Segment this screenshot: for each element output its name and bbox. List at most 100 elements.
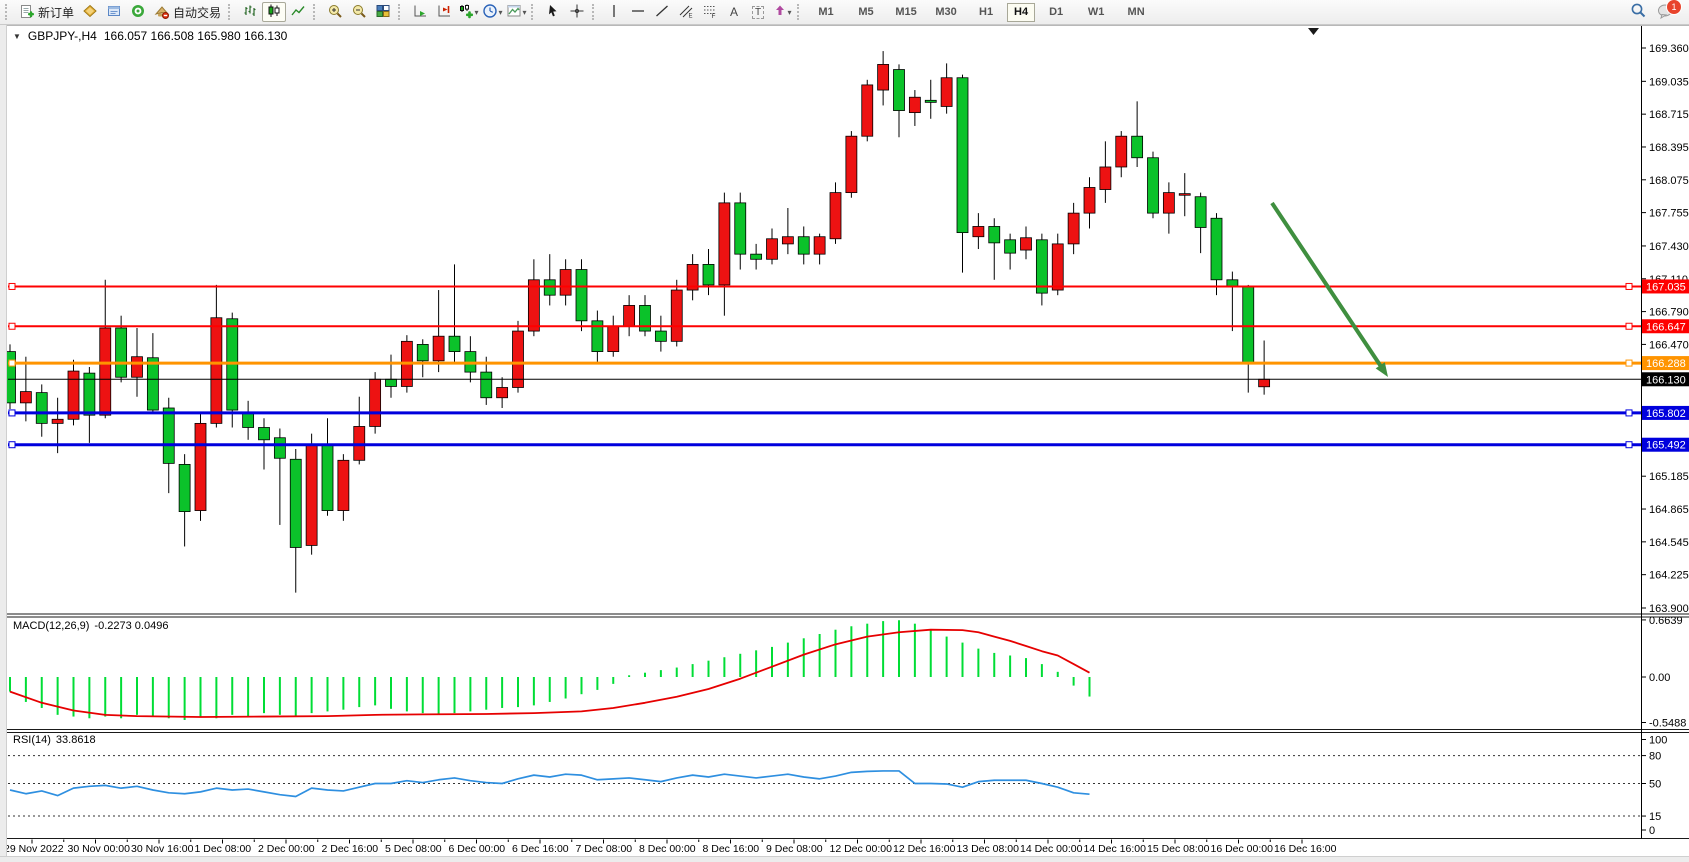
auto-trading-icon (154, 4, 170, 20)
candle-body (797, 236, 810, 255)
candle-body (19, 391, 32, 404)
auto-scroll-button[interactable] (408, 2, 432, 22)
candle-body (1035, 239, 1048, 294)
chart-menu-caret-icon[interactable]: ▼ (13, 31, 21, 41)
timeframe-M1[interactable]: M1 (818, 6, 834, 18)
timeframe-M5[interactable]: M5 (858, 6, 874, 18)
fibonacci-button[interactable]: F (698, 2, 722, 22)
hline-marker[interactable] (8, 409, 16, 417)
templates-button[interactable]: ▾ (504, 2, 528, 22)
chart-shift-button[interactable] (432, 2, 456, 22)
horizontal-line-button[interactable] (626, 2, 650, 22)
price-flag-label: 165.492 (1646, 440, 1686, 452)
time-label: 30 Nov 00:00 (68, 843, 131, 855)
new-order-button[interactable]: 新订单 (15, 2, 78, 22)
arrows-button[interactable]: ▾ (770, 2, 794, 22)
rsi-pane[interactable] (8, 755, 1641, 817)
macd-pane[interactable] (9, 620, 1091, 720)
search-icon[interactable] (1630, 2, 1647, 22)
notifications-button[interactable]: 1 (1657, 0, 1682, 22)
candle-body (639, 305, 651, 332)
price-flag (1642, 405, 1689, 420)
vertical-line-button[interactable] (602, 2, 626, 22)
candle-body (956, 77, 969, 234)
macd-tick-label: 0.00 (1649, 672, 1670, 684)
crosshair-icon (569, 3, 585, 22)
time-label: 16 Dec 00:00 (1211, 843, 1274, 855)
zoom-in-icon (327, 3, 343, 22)
timeframe-H4[interactable]: H4 (1007, 2, 1036, 22)
new-chart-button[interactable]: ▾ (456, 2, 480, 22)
trend-arrow[interactable] (1270, 201, 1385, 371)
time-label: 6 Dec 00:00 (449, 843, 506, 855)
chevron-down-icon: ▾ (787, 7, 792, 17)
periods-button[interactable]: ▾ (480, 2, 504, 22)
zoom-in-button[interactable] (323, 2, 347, 22)
macd-label-row: MACD(12,26,9) -0.2273 0.0496 (13, 620, 168, 632)
candle-body (766, 238, 778, 260)
market-watch-button[interactable] (78, 2, 102, 22)
auto-trading-button[interactable]: 自动交易 (150, 2, 225, 22)
candle-body (670, 289, 683, 342)
candle-body (337, 459, 350, 511)
price-tick-label: 167.755 (1649, 208, 1689, 220)
trendline-button[interactable] (650, 2, 674, 22)
time-label: 9 Dec 08:00 (766, 843, 823, 855)
candle-body (1083, 187, 1096, 214)
hline-marker[interactable] (1625, 409, 1633, 417)
candle-body (1131, 135, 1144, 159)
time-label: 6 Dec 16:00 (512, 843, 569, 855)
toolbar-grip (531, 4, 537, 20)
candlestick-chart-button[interactable] (262, 2, 287, 22)
timeframe-M15[interactable]: M15 (895, 6, 917, 18)
candle-body (877, 64, 890, 91)
fibonacci-icon: F (702, 3, 718, 22)
tile-windows-button[interactable] (371, 2, 395, 22)
candle-body (781, 236, 794, 245)
text-label-button[interactable]: T (746, 2, 770, 22)
candle-body (623, 305, 636, 327)
rsi-tick-label: 80 (1649, 751, 1661, 763)
text-button[interactable]: A (722, 2, 746, 22)
timeframe-M30[interactable]: M30 (935, 6, 957, 18)
timeframe-D1[interactable]: D1 (1049, 6, 1064, 18)
hline-marker[interactable] (8, 322, 16, 330)
time-label: 8 Dec 16:00 (703, 843, 760, 855)
trend-arrow-head[interactable] (1375, 362, 1388, 377)
hline-marker[interactable] (8, 441, 16, 449)
time-label: 12 Dec 16:00 (893, 843, 956, 855)
equidistant-channel-button[interactable]: E (674, 2, 698, 22)
line-chart-button[interactable] (286, 2, 310, 22)
hline-marker[interactable] (1625, 359, 1633, 367)
candle-body (972, 226, 985, 238)
navigator-button[interactable] (102, 2, 126, 22)
zoom-out-button[interactable] (347, 2, 371, 22)
hline-marker[interactable] (1625, 441, 1633, 449)
timeframe-H1[interactable]: H1 (979, 6, 994, 18)
timeframe-MN[interactable]: MN (1127, 6, 1145, 18)
candle-body (210, 317, 223, 424)
bar-chart-button[interactable] (238, 2, 262, 22)
timeframe-W1[interactable]: W1 (1087, 6, 1105, 18)
crosshair-button[interactable] (565, 2, 589, 22)
chart-shift-icon (436, 3, 452, 22)
hline-marker[interactable] (8, 282, 16, 290)
bar-chart-icon (242, 3, 258, 22)
price-tick-label: 166.470 (1649, 339, 1689, 351)
chart-shift-marker[interactable] (1308, 28, 1319, 35)
candle-body (575, 269, 588, 322)
signals-icon (130, 3, 146, 22)
hline-marker[interactable] (1625, 282, 1633, 290)
toolbar-grip (398, 4, 404, 20)
time-label: 15 Dec 08:00 (1147, 843, 1210, 855)
candle-body (750, 253, 763, 260)
price-tick-label: 169.360 (1649, 43, 1689, 55)
signals-button[interactable] (126, 2, 150, 22)
cursor-button[interactable] (541, 2, 565, 22)
price-tick-label: 163.900 (1649, 603, 1689, 615)
hline-marker[interactable] (8, 359, 16, 367)
price-flag (1642, 372, 1689, 387)
rsi-line (9, 770, 1090, 798)
hline-marker[interactable] (1625, 322, 1633, 330)
